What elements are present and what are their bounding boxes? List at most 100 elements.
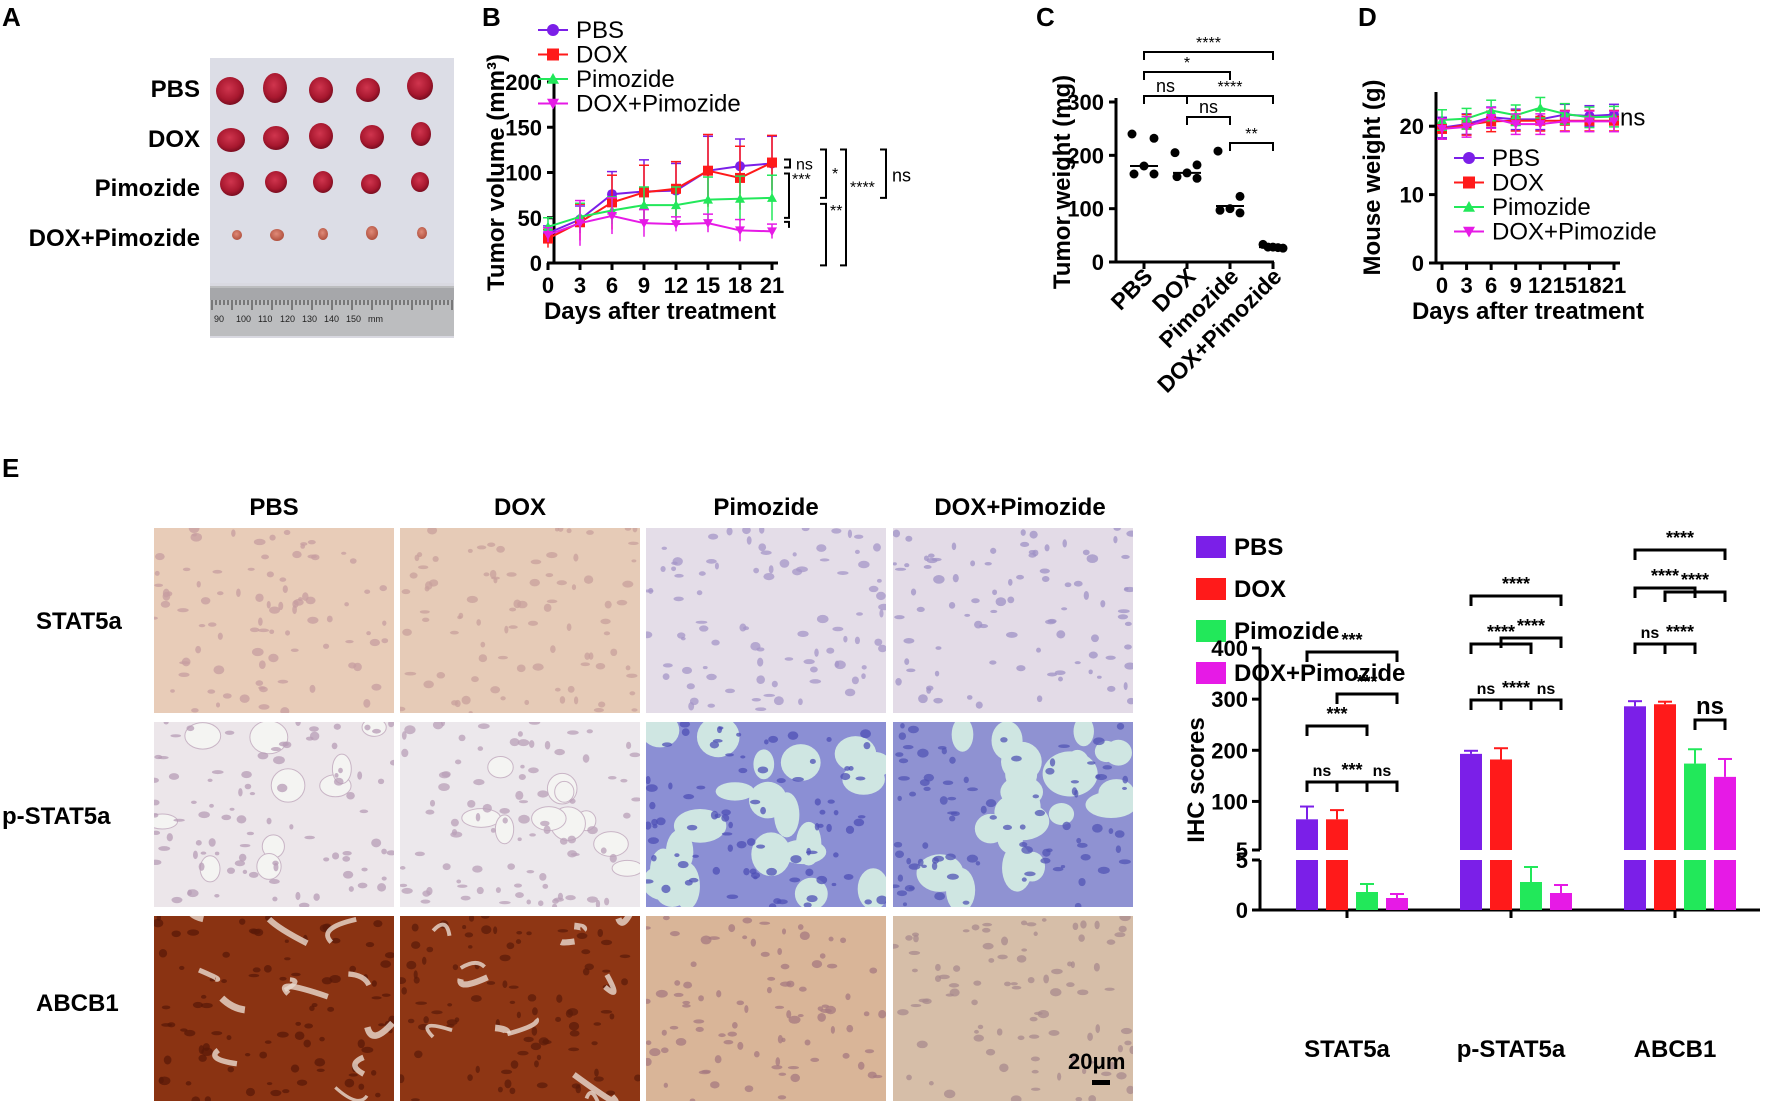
cell-nucleus	[939, 796, 948, 805]
cell-nucleus	[249, 791, 256, 796]
cell-nucleus	[695, 1026, 704, 1032]
cell-nucleus	[349, 965, 357, 973]
cell-nucleus	[1088, 1060, 1095, 1064]
data-point	[703, 219, 713, 229]
cell-nucleus	[898, 776, 910, 781]
cell-nucleus	[1116, 722, 1125, 730]
cell-nucleus	[1107, 685, 1116, 692]
bracket	[1186, 95, 1274, 104]
cell-nucleus	[269, 534, 276, 541]
cell-nucleus	[921, 864, 927, 869]
cell-nucleus	[509, 1000, 516, 1004]
cell-nucleus	[826, 823, 832, 833]
ruler-number: 130	[302, 314, 317, 324]
cell-nucleus	[506, 572, 517, 577]
cell-nucleus	[1026, 922, 1037, 927]
scale-bar	[1092, 1080, 1110, 1085]
cell-nucleus	[158, 1076, 164, 1084]
cell-nucleus	[582, 754, 590, 763]
cell-nucleus	[593, 1076, 604, 1082]
tumor	[411, 172, 429, 192]
cell-nucleus	[935, 646, 942, 650]
sig-label: *	[1184, 55, 1190, 72]
cell-nucleus	[797, 924, 804, 930]
stroma-streak	[266, 916, 309, 946]
data-point	[1486, 113, 1497, 123]
cell-nucleus	[1070, 1054, 1078, 1063]
legend-marker	[547, 98, 559, 110]
cell-nucleus	[173, 818, 185, 822]
cell-nucleus	[686, 683, 695, 690]
ihc-image	[893, 722, 1133, 907]
cell-nucleus	[811, 960, 823, 969]
cell-nucleus	[470, 995, 482, 1002]
cell-nucleus	[366, 631, 371, 636]
cell-nucleus	[422, 890, 431, 897]
cell-nucleus	[712, 739, 723, 743]
cell-nucleus	[777, 1035, 783, 1044]
sig-label: ns	[1620, 104, 1645, 131]
legend-marker	[1463, 201, 1475, 212]
cell-nucleus	[389, 759, 394, 766]
cell-nucleus	[534, 1060, 539, 1068]
cell-nucleus	[593, 1022, 602, 1026]
cell-nucleus	[928, 553, 935, 558]
cell-nucleus	[495, 887, 501, 894]
cell-nucleus	[805, 868, 814, 877]
data-point	[1192, 173, 1202, 183]
legend-label: Pimozide	[1492, 194, 1591, 221]
cell-nucleus	[1105, 655, 1116, 660]
cell-nucleus	[406, 960, 417, 970]
cell-nucleus	[441, 771, 451, 778]
cell-nucleus	[282, 585, 288, 593]
cell-nucleus	[266, 571, 274, 578]
cell-nucleus	[201, 1047, 213, 1057]
cell-nucleus	[338, 767, 343, 774]
cell-nucleus	[1078, 877, 1086, 887]
cell-nucleus	[166, 833, 173, 842]
cell-nucleus	[660, 566, 666, 573]
tumor	[270, 229, 284, 241]
cell-nucleus	[154, 799, 160, 806]
cell-nucleus	[995, 597, 1007, 607]
cell-nucleus	[833, 809, 839, 816]
stroma-streak	[348, 971, 372, 987]
cell-nucleus	[314, 1058, 326, 1067]
cell-nucleus	[974, 1029, 979, 1034]
cell-nucleus	[736, 840, 747, 849]
x-tick-label: 9	[1510, 273, 1522, 298]
cell-nucleus	[646, 879, 654, 884]
bracket	[1693, 718, 1727, 730]
y-tick-label: 200	[1211, 738, 1248, 763]
cell-nucleus	[668, 782, 673, 790]
bracket	[1529, 698, 1563, 710]
cell-nucleus	[918, 998, 930, 1003]
cell-nucleus	[527, 994, 537, 1002]
cell-nucleus	[655, 989, 668, 998]
sig-label: ns	[1696, 693, 1724, 720]
cell-nucleus	[278, 741, 289, 747]
bracket	[840, 148, 847, 267]
cell-nucleus	[586, 729, 593, 734]
cell-nucleus	[1083, 590, 1089, 600]
stroma-streak	[281, 983, 329, 1000]
cell-nucleus	[192, 533, 197, 537]
cell-nucleus	[211, 1031, 223, 1036]
cell-nucleus	[216, 591, 224, 596]
cell-nucleus	[273, 756, 285, 765]
data-point	[543, 221, 553, 231]
cell-nucleus	[726, 894, 739, 899]
cell-nucleus	[423, 1016, 429, 1024]
cell-nucleus	[477, 723, 490, 729]
cell-nucleus	[1056, 630, 1066, 639]
cell-nucleus	[499, 901, 511, 905]
cell-nucleus	[451, 700, 458, 706]
cell-nucleus	[531, 1026, 538, 1036]
cell-nucleus	[1057, 1072, 1062, 1081]
cell-nucleus	[1124, 587, 1129, 591]
cell-nucleus	[207, 622, 217, 627]
bar	[1296, 819, 1318, 850]
cell-nucleus	[626, 673, 638, 678]
cell-nucleus	[1033, 1011, 1043, 1016]
panel-letter-c: C	[1036, 2, 1055, 32]
